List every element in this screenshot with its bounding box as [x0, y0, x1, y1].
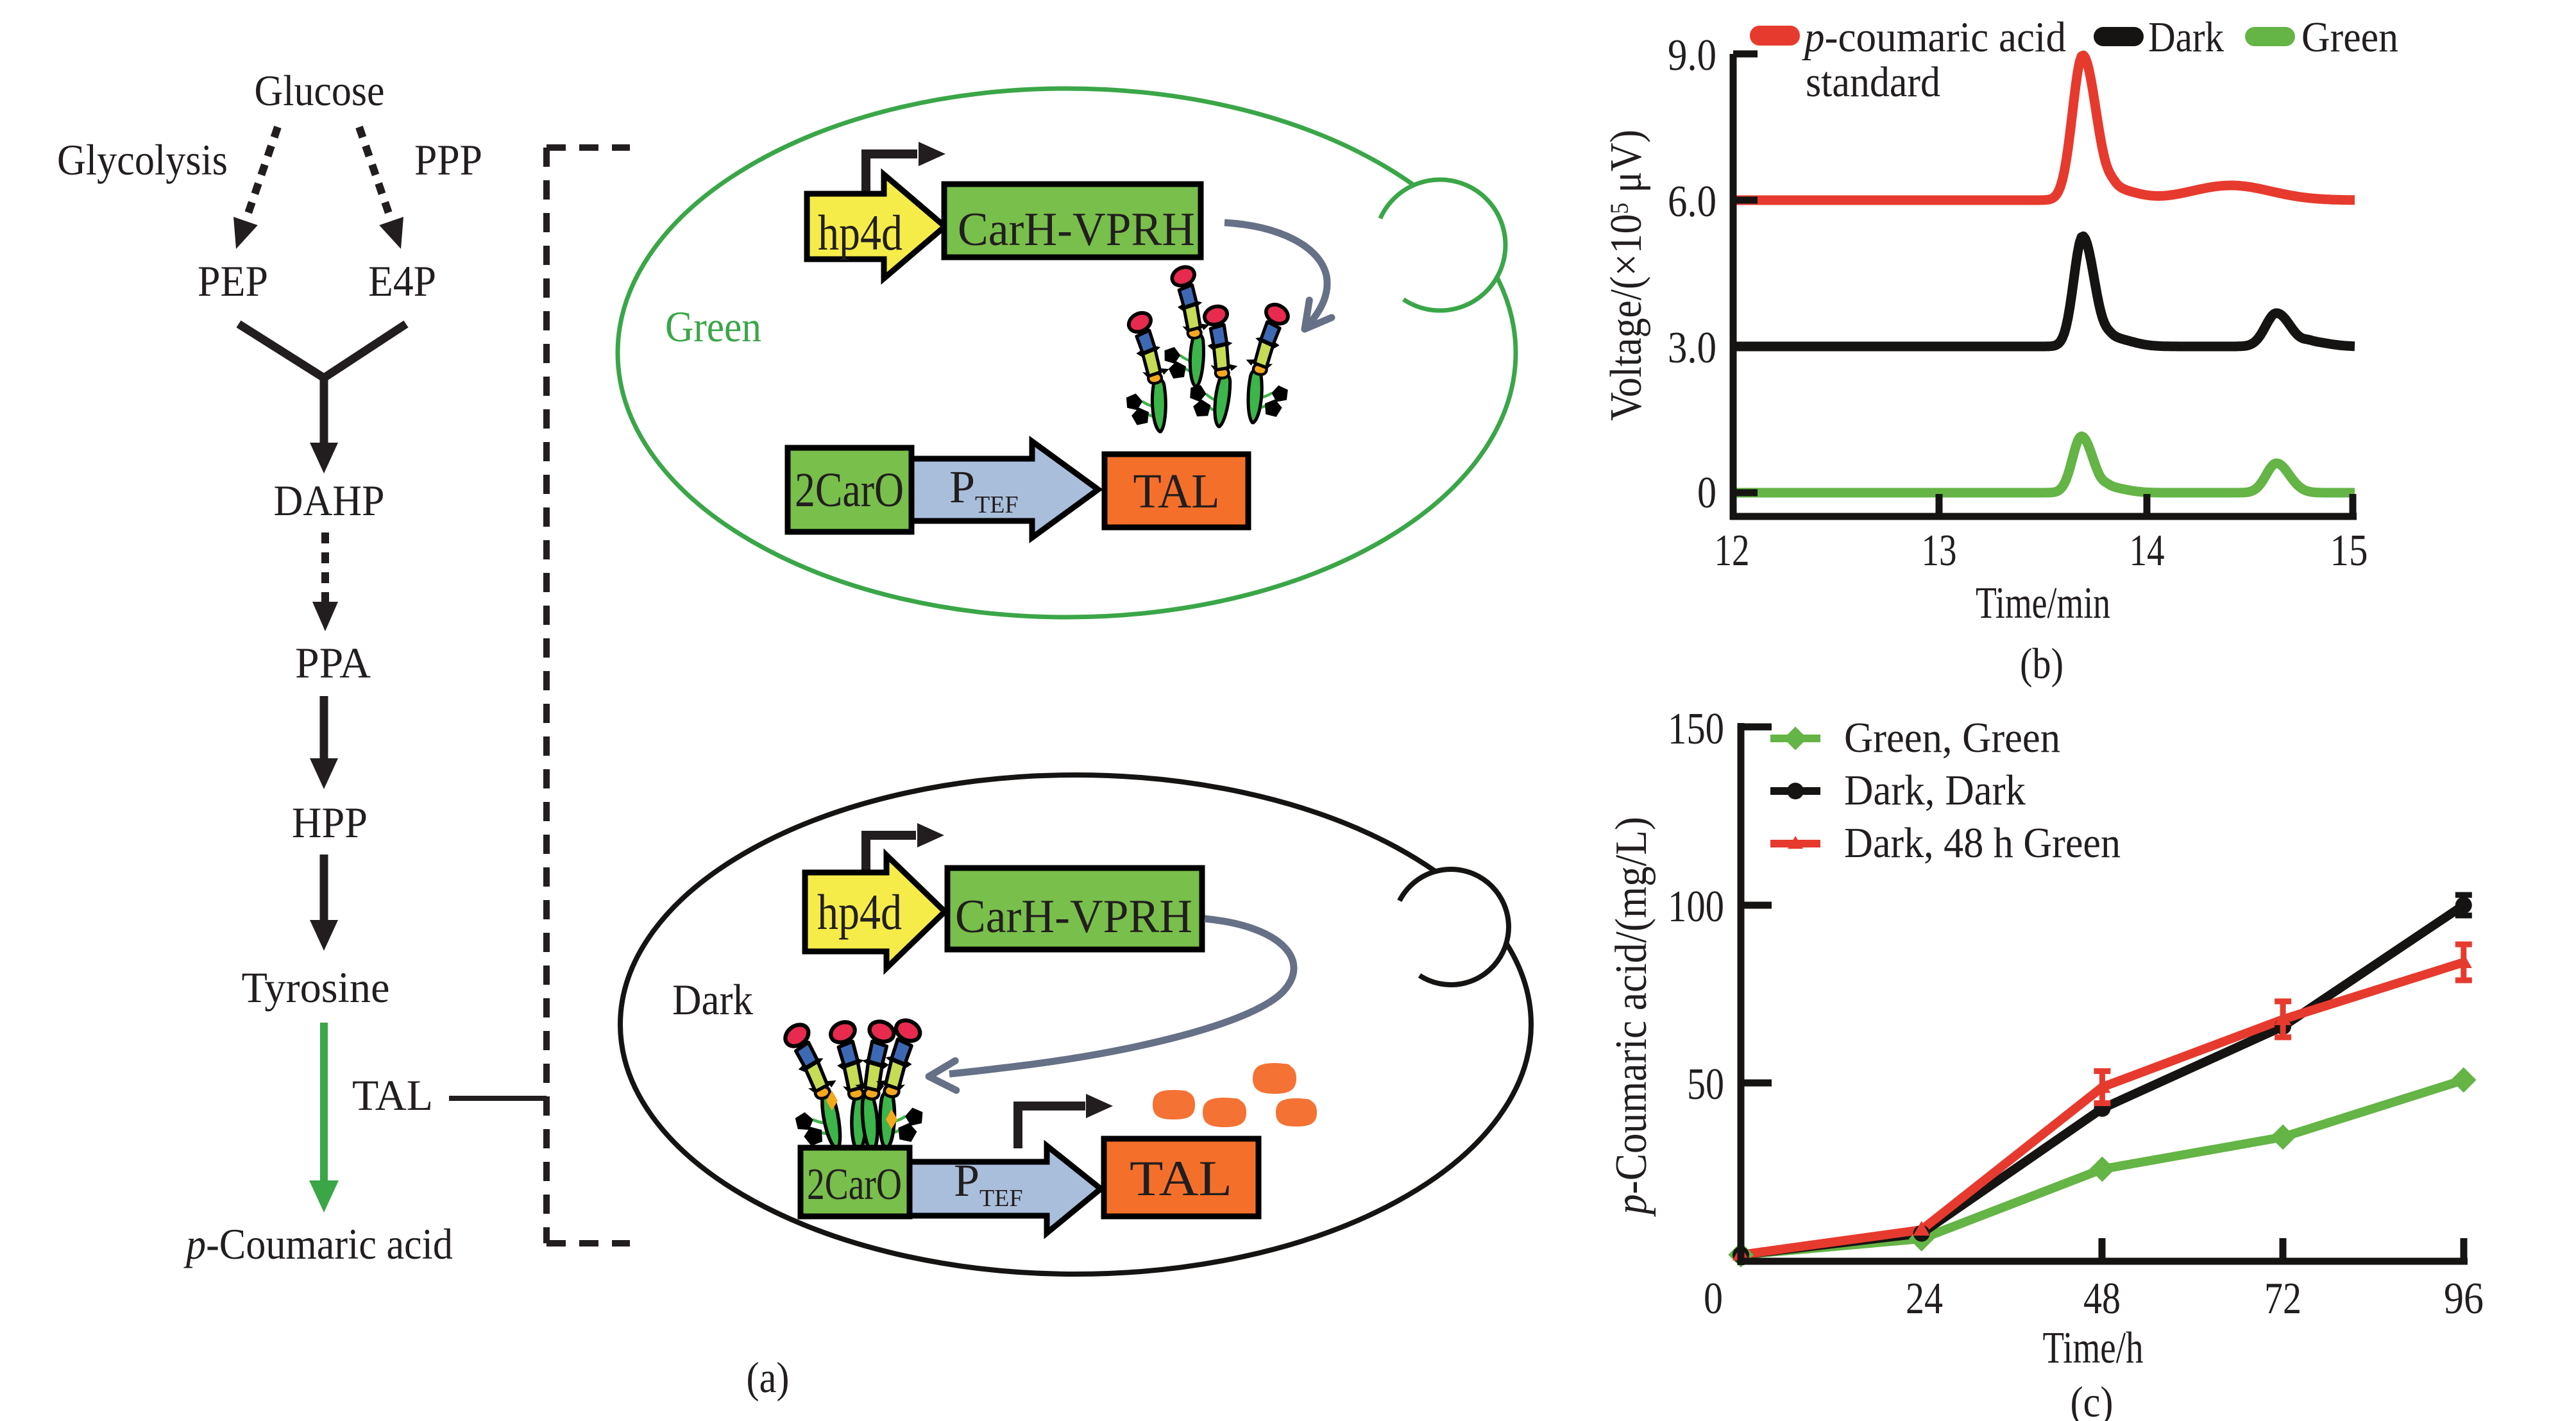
- svg-text:2CarO: 2CarO: [807, 1160, 902, 1209]
- svg-text:0: 0: [1697, 468, 1716, 518]
- svg-text:Voltage/(×105 μV): Voltage/(×105 μV): [1602, 130, 1651, 421]
- svg-text:Dark, 48 h Green: Dark, 48 h Green: [1844, 819, 2121, 867]
- svg-text:Dark: Dark: [2148, 13, 2224, 61]
- svg-text:9.0: 9.0: [1668, 31, 1716, 80]
- svg-text:72: 72: [2264, 1274, 2301, 1323]
- svg-text:(a): (a): [747, 1353, 790, 1402]
- svg-text:Glucose: Glucose: [255, 66, 385, 115]
- svg-text:Tyrosine: Tyrosine: [242, 963, 390, 1012]
- svg-text:(c): (c): [2071, 1377, 2114, 1421]
- svg-text:hp4d: hp4d: [817, 884, 902, 940]
- svg-text:TAL: TAL: [1133, 464, 1220, 518]
- svg-text:TAL: TAL: [352, 1071, 433, 1119]
- svg-text:p-Coumaric acid: p-Coumaric acid: [183, 1220, 453, 1268]
- svg-text:TAL: TAL: [1130, 1150, 1232, 1206]
- svg-text:standard: standard: [1806, 58, 1940, 106]
- svg-text:0: 0: [1704, 1274, 1723, 1323]
- svg-text:Green: Green: [2301, 13, 2398, 61]
- svg-text:Glycolysis: Glycolysis: [57, 135, 228, 184]
- svg-text:CarH-VPRH: CarH-VPRH: [958, 203, 1195, 256]
- svg-text:PPP: PPP: [414, 135, 482, 184]
- svg-text:Dark, Dark: Dark, Dark: [1844, 767, 2026, 814]
- svg-text:(b): (b): [2020, 639, 2063, 688]
- svg-text:150: 150: [1668, 704, 1724, 754]
- svg-text:3.0: 3.0: [1668, 323, 1716, 373]
- svg-text:6.0: 6.0: [1668, 177, 1716, 226]
- svg-text:HPP: HPP: [292, 798, 368, 847]
- svg-text:Green: Green: [665, 302, 761, 351]
- svg-text:24: 24: [1906, 1274, 1943, 1323]
- svg-text:p-Coumaric acid/(mg/L): p-Coumaric acid/(mg/L): [1607, 817, 1656, 1218]
- svg-text:E4P: E4P: [368, 257, 436, 305]
- svg-text:PEP: PEP: [198, 257, 268, 305]
- svg-text:Green, Green: Green, Green: [1844, 714, 2060, 762]
- svg-text:Time/h: Time/h: [2043, 1323, 2144, 1373]
- svg-text:48: 48: [2083, 1274, 2121, 1323]
- svg-text:CarH-VPRH: CarH-VPRH: [955, 890, 1192, 943]
- svg-text:12: 12: [1715, 526, 1750, 575]
- svg-text:50: 50: [1687, 1060, 1724, 1109]
- svg-text:Dark: Dark: [672, 975, 753, 1024]
- svg-text:p-coumaric acid: p-coumaric acid: [1802, 13, 2066, 61]
- svg-text:15: 15: [2330, 526, 2368, 575]
- svg-text:96: 96: [2444, 1274, 2484, 1323]
- svg-text:Time/min: Time/min: [1976, 579, 2110, 628]
- svg-text:14: 14: [2130, 526, 2165, 575]
- svg-text:100: 100: [1668, 882, 1724, 932]
- svg-text:PPA: PPA: [295, 638, 371, 687]
- svg-text:13: 13: [1922, 526, 1957, 575]
- svg-text:hp4d: hp4d: [818, 205, 902, 260]
- svg-text:2CarO: 2CarO: [795, 463, 904, 517]
- svg-text:DAHP: DAHP: [274, 476, 385, 525]
